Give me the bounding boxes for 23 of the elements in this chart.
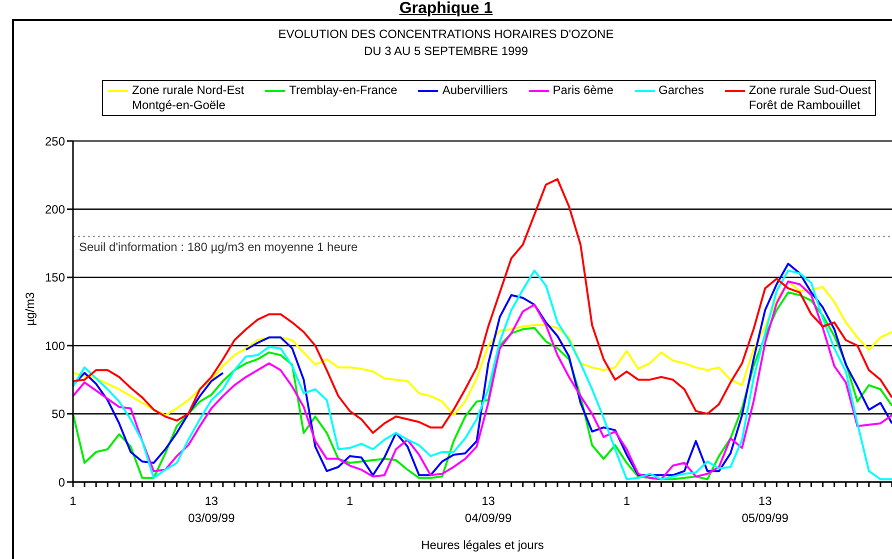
x-tick-label: 1 (346, 494, 354, 508)
y-tick-label: 0 (58, 475, 66, 490)
legend-label: Zone rurale Sud-Ouest Forêt de Rambouillet (748, 83, 871, 113)
y-tick-label: 250 (44, 134, 66, 148)
y-tick-label: 150 (44, 270, 66, 285)
y-tick-label: 100 (44, 338, 66, 353)
x-tick-label: 13 05/09/99 (742, 494, 789, 525)
legend-label: Garches (658, 83, 704, 98)
legend-label: Paris 6ème (552, 83, 614, 98)
y-tick-label: 200 (44, 202, 66, 216)
y-axis-title: µg/m3 (23, 291, 37, 328)
y-tick-label: 50 (52, 407, 66, 422)
legend-label: Zone rurale Nord-Est Montgé-en-Goële (132, 83, 244, 113)
x-tick-label: 1 (70, 494, 77, 508)
legend-label: Aubervilliers (442, 83, 508, 98)
x-axis-title: Heures légales et jours (420, 538, 545, 552)
legend-label: Tremblay-en-France (289, 83, 398, 98)
ref-line-label: Seuil d'information : 180 µg/m3 en moyenne 1 heure (79, 240, 358, 254)
x-tick-label: 13 03/09/99 (188, 494, 236, 525)
x-tick-label: 1 (623, 494, 630, 508)
chart-title: Graphique 1 (398, 0, 494, 18)
chart-subtitle: EVOLUTION DES CONCENTRATIONS HORAIRES D'OZONE DU 3 AU 5 SEPTEMBRE 1999 (277, 26, 615, 60)
x-tick-label: 13 04/09/99 (464, 494, 512, 525)
